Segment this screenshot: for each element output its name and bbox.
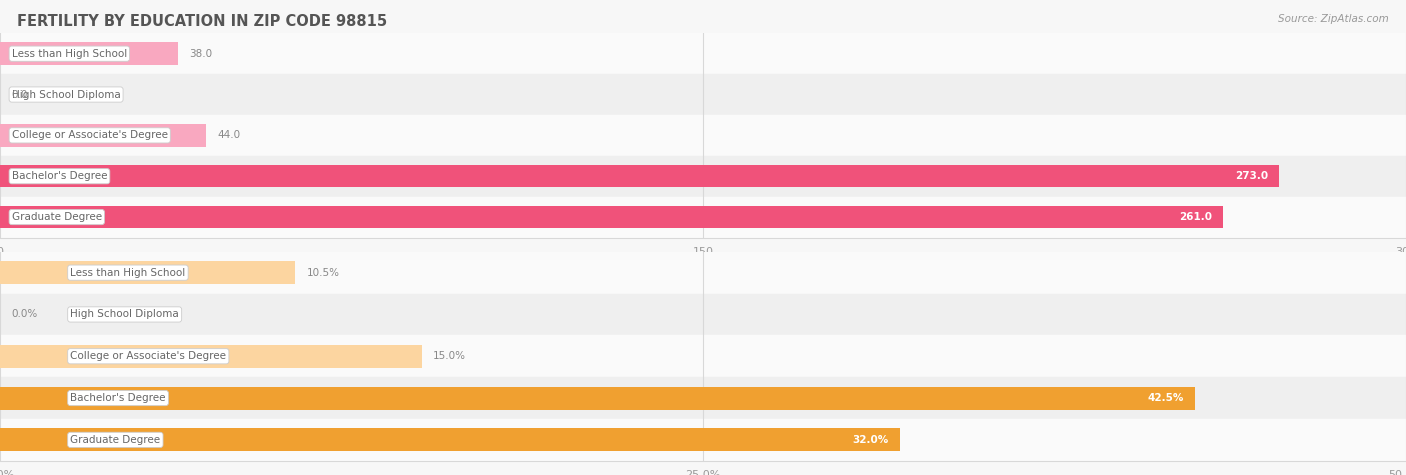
Bar: [0, 345, 422, 368]
Bar: [0, 335, 1406, 377]
Bar: [0, 387, 1195, 409]
Bar: [0, 42, 179, 65]
Bar: [0, 74, 1406, 115]
Text: College or Associate's Degree: College or Associate's Degree: [70, 351, 226, 361]
Bar: [0, 197, 1406, 238]
Bar: [0, 261, 295, 284]
Text: 273.0: 273.0: [1234, 171, 1268, 181]
Text: High School Diploma: High School Diploma: [70, 309, 179, 320]
Bar: [0, 115, 1406, 156]
Text: Less than High School: Less than High School: [70, 267, 186, 278]
Text: 0.0%: 0.0%: [11, 309, 38, 320]
Text: 10.5%: 10.5%: [307, 267, 339, 278]
Text: High School Diploma: High School Diploma: [11, 89, 121, 100]
Text: Graduate Degree: Graduate Degree: [11, 212, 101, 222]
Text: 38.0: 38.0: [190, 48, 212, 59]
Text: 0.0: 0.0: [11, 89, 28, 100]
Text: 42.5%: 42.5%: [1147, 393, 1184, 403]
Text: FERTILITY BY EDUCATION IN ZIP CODE 98815: FERTILITY BY EDUCATION IN ZIP CODE 98815: [17, 14, 387, 29]
Bar: [0, 156, 1406, 197]
Text: 44.0: 44.0: [218, 130, 240, 141]
Bar: [0, 419, 1406, 461]
Bar: [0, 33, 1406, 74]
Bar: [0, 206, 1223, 228]
Text: 15.0%: 15.0%: [433, 351, 465, 361]
Text: 261.0: 261.0: [1180, 212, 1212, 222]
Text: Less than High School: Less than High School: [11, 48, 127, 59]
Text: Bachelor's Degree: Bachelor's Degree: [70, 393, 166, 403]
Text: Graduate Degree: Graduate Degree: [70, 435, 160, 445]
Bar: [0, 252, 1406, 294]
Bar: [0, 377, 1406, 419]
Text: 32.0%: 32.0%: [852, 435, 889, 445]
Bar: [0, 165, 1279, 188]
Text: Source: ZipAtlas.com: Source: ZipAtlas.com: [1278, 14, 1389, 24]
Text: Bachelor's Degree: Bachelor's Degree: [11, 171, 107, 181]
Bar: [0, 124, 207, 147]
Text: College or Associate's Degree: College or Associate's Degree: [11, 130, 167, 141]
Bar: [0, 294, 1406, 335]
Bar: [0, 428, 900, 451]
